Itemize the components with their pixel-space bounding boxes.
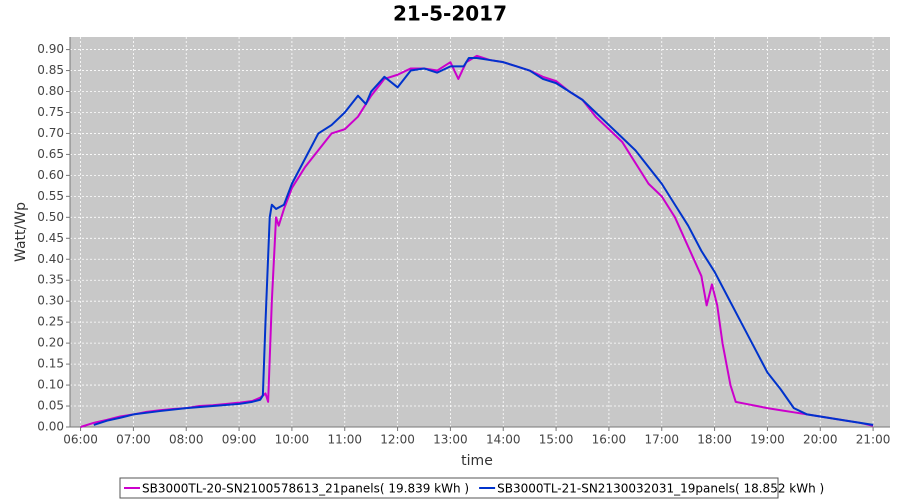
x-tick-label: 15:00 — [539, 433, 574, 447]
x-axis-label: time — [461, 453, 493, 469]
y-tick-label: 0.35 — [37, 273, 64, 287]
y-tick-label: 0.50 — [37, 210, 64, 224]
x-tick-label: 10:00 — [275, 433, 310, 447]
y-tick-label: 0.00 — [37, 420, 64, 434]
y-tick-label: 0.10 — [37, 378, 64, 392]
legend-label: SB3000TL-21-SN2130032031_19panels( 18.85… — [497, 482, 824, 496]
x-tick-label: 16:00 — [592, 433, 627, 447]
y-tick-label: 0.80 — [37, 84, 64, 98]
y-tick-label: 0.15 — [37, 357, 64, 371]
y-tick-label: 0.90 — [37, 42, 64, 56]
y-tick-label: 0.60 — [37, 168, 64, 182]
x-tick-label: 07:00 — [116, 433, 151, 447]
x-tick-label: 19:00 — [750, 433, 785, 447]
plot-area — [70, 37, 890, 427]
x-tick-label: 13:00 — [433, 433, 468, 447]
y-tick-label: 0.30 — [37, 294, 64, 308]
x-tick-label: 20:00 — [803, 433, 838, 447]
x-tick-label: 08:00 — [169, 433, 204, 447]
x-tick-label: 14:00 — [486, 433, 521, 447]
x-tick-label: 11:00 — [327, 433, 362, 447]
x-tick-label: 12:00 — [380, 433, 415, 447]
x-tick-label: 18:00 — [697, 433, 732, 447]
chart-title: 21-5-2017 — [393, 2, 507, 26]
y-tick-label: 0.45 — [37, 231, 64, 245]
legend-box — [119, 477, 779, 499]
x-tick-label: 06:00 — [63, 433, 98, 447]
y-tick-label: 0.55 — [37, 189, 64, 203]
x-tick-label: 17:00 — [644, 433, 679, 447]
y-tick-label: 0.85 — [37, 63, 64, 77]
y-tick-label: 0.65 — [37, 147, 64, 161]
y-tick-label: 0.75 — [37, 105, 64, 119]
y-tick-label: 0.70 — [37, 126, 64, 140]
y-tick-label: 0.05 — [37, 399, 64, 413]
x-tick-label: 09:00 — [222, 433, 257, 447]
legend-label: SB3000TL-20-SN2100578613_21panels( 19.83… — [142, 482, 469, 496]
data-line — [93, 56, 874, 426]
y-tick-label: 0.40 — [37, 252, 64, 266]
y-tick-label: 0.20 — [37, 336, 64, 350]
y-axis-label: Watt/Wp — [13, 202, 29, 262]
x-tick-label: 21:00 — [856, 433, 891, 447]
y-tick-label: 0.25 — [37, 315, 64, 329]
